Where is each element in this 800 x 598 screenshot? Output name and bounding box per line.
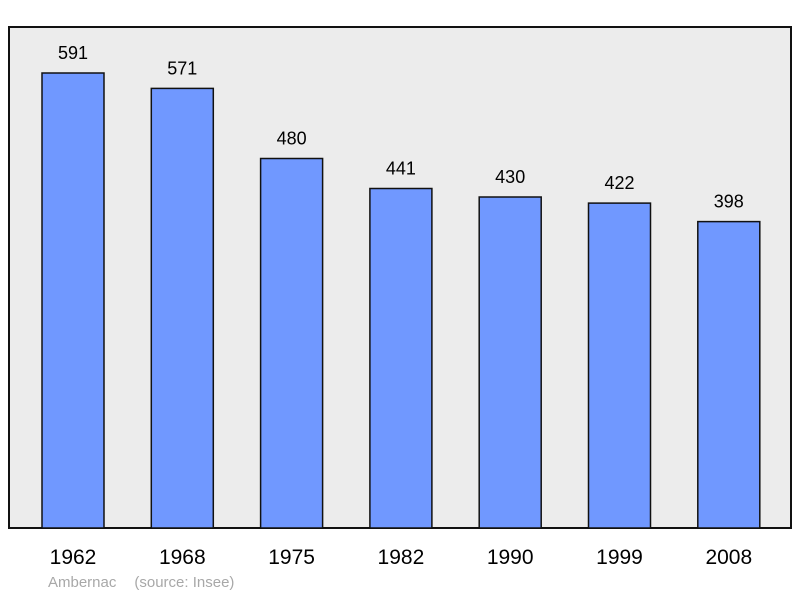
value-label-2008: 398 xyxy=(714,192,744,212)
value-label-1975: 480 xyxy=(277,129,307,149)
bar-1982 xyxy=(369,187,433,529)
value-labels-group: 591 571 480 441 430 422 398 xyxy=(58,43,744,212)
bar-1962 xyxy=(41,72,105,529)
year-labels-group: 1962 1968 1975 1982 1990 1999 2008 xyxy=(50,546,753,569)
bar-1999 xyxy=(587,202,652,529)
value-label-1982: 441 xyxy=(386,159,416,179)
year-label-2008: 2008 xyxy=(705,546,752,569)
year-label-1968: 1968 xyxy=(159,546,206,569)
bar-2008 xyxy=(697,220,761,529)
chart-caption: Ambernac (source: Insee) xyxy=(48,574,252,591)
year-label-1975: 1975 xyxy=(268,546,315,569)
year-label-1982: 1982 xyxy=(378,546,425,569)
year-label-1962: 1962 xyxy=(50,546,97,569)
bar-1990 xyxy=(478,196,542,529)
bar-1975 xyxy=(259,157,324,529)
value-label-1990: 430 xyxy=(495,167,525,187)
year-label-1999: 1999 xyxy=(596,546,643,569)
value-label-1999: 422 xyxy=(604,173,634,193)
bars-group xyxy=(41,72,761,529)
bar-1968 xyxy=(150,87,215,529)
caption-source: (source: Insee) xyxy=(134,574,235,591)
value-label-1968: 571 xyxy=(167,58,197,78)
year-label-1990: 1990 xyxy=(487,546,534,569)
caption-place: Ambernac xyxy=(48,574,117,591)
value-label-1962: 591 xyxy=(58,43,88,63)
